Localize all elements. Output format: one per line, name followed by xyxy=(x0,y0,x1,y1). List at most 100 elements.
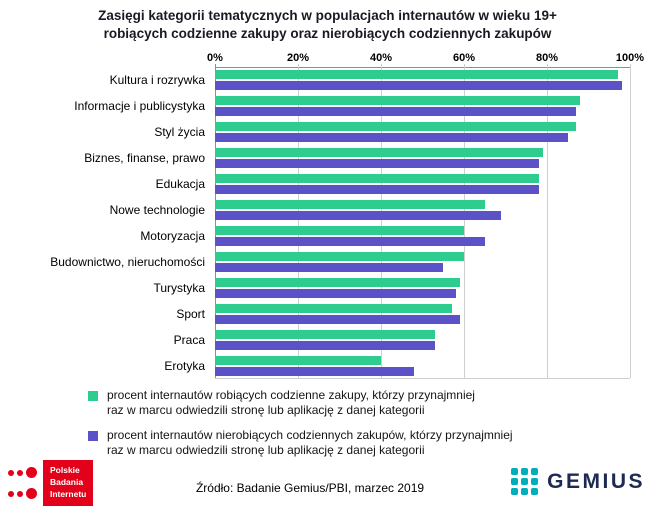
non-daily-shoppers-bar xyxy=(215,184,539,194)
legend: procent internautów robiących codzienne … xyxy=(88,388,625,459)
gemius-dot xyxy=(511,468,519,475)
bar-group xyxy=(215,275,630,301)
gridline xyxy=(298,63,299,378)
category-row: Turystyka xyxy=(0,275,655,301)
daily-shoppers-bar xyxy=(215,121,577,131)
gemius-dot xyxy=(531,478,539,485)
gridline xyxy=(547,63,548,378)
daily-shoppers-bar xyxy=(215,199,485,209)
y-axis-line xyxy=(215,63,216,378)
non-daily-shoppers-bar xyxy=(215,366,415,376)
category-row: Budownictwo, nieruchomości xyxy=(0,249,655,275)
gemius-wordmark: GEMIUS xyxy=(547,469,645,493)
gemius-dot xyxy=(521,478,529,485)
non-daily-shoppers-bar xyxy=(215,288,456,298)
bar-group xyxy=(215,67,630,93)
daily-shoppers-bar xyxy=(215,355,381,365)
pbi-logo-line1: Polskie xyxy=(50,465,80,476)
legend-item: procent internautów nierobiących codzien… xyxy=(88,428,625,459)
category-row: Kultura i rozrywka xyxy=(0,67,655,93)
tick-label: 40% xyxy=(369,51,393,64)
non-daily-shoppers-bar xyxy=(215,262,444,272)
tick-label: 60% xyxy=(452,51,476,64)
legend-swatch xyxy=(88,430,98,441)
category-label: Motoryzacja xyxy=(140,228,205,243)
category-label: Informacje i publicystyka xyxy=(74,98,205,113)
tick-label: 100% xyxy=(615,51,645,64)
gemius-logo: GEMIUS xyxy=(511,468,645,495)
pbi-logo-line3: Internetu xyxy=(50,489,87,500)
daily-shoppers-bar xyxy=(215,329,435,339)
pbi-dot xyxy=(8,469,14,476)
daily-shoppers-bar xyxy=(215,303,452,313)
pbi-logo-dots-icon xyxy=(8,460,37,506)
category-label: Praca xyxy=(173,332,205,347)
category-row: Nowe technologie xyxy=(0,197,655,223)
pbi-logo-text: Polskie Badania Internetu xyxy=(43,460,94,506)
pbi-dot-row xyxy=(8,488,37,500)
category-label: Budownictwo, nieruchomości xyxy=(50,254,205,269)
daily-shoppers-bar xyxy=(215,173,539,183)
bar-group xyxy=(215,197,630,223)
pbi-dot xyxy=(26,467,37,479)
daily-shoppers-bar xyxy=(215,277,460,287)
gemius-dot xyxy=(521,488,529,495)
gridline xyxy=(630,63,631,378)
legend-label: procent internautów robiących codzienne … xyxy=(107,387,475,418)
pbi-dot xyxy=(26,488,37,500)
source-text: Źródło: Badanie Gemius/PBI, marzec 2019 xyxy=(195,481,425,495)
pbi-dot-row xyxy=(8,467,37,479)
category-row: Sport xyxy=(0,301,655,327)
category-label: Edukacja xyxy=(155,176,205,191)
pbi-dot xyxy=(17,469,23,476)
category-label: Biznes, finanse, prawo xyxy=(84,150,205,165)
category-row: Informacje i publicystyka xyxy=(0,93,655,119)
category-row: Erotyka xyxy=(0,353,655,379)
gemius-dots-icon xyxy=(511,468,539,495)
tick-label: 0% xyxy=(207,51,223,64)
gridline xyxy=(464,63,465,378)
gemius-dot xyxy=(511,478,519,485)
daily-shoppers-bar xyxy=(215,251,464,261)
legend-item: procent internautów robiących codzienne … xyxy=(88,388,625,419)
category-label: Nowe technologie xyxy=(109,202,205,217)
category-label: Turystyka xyxy=(153,280,205,295)
gemius-dot xyxy=(511,488,519,495)
non-daily-shoppers-bar xyxy=(215,80,622,90)
gemius-dot xyxy=(531,468,539,475)
bar-group xyxy=(215,301,630,327)
rows: Kultura i rozrywka Informacje i publicyst… xyxy=(0,67,655,379)
bar-group xyxy=(215,223,630,249)
category-label: Kultura i rozrywka xyxy=(109,72,205,87)
grid-layer xyxy=(215,63,631,379)
category-row: Styl życia xyxy=(0,119,655,145)
tick-label: 20% xyxy=(286,51,310,64)
chart: 0% 20% 40% 60% 80% 100% Kultura i rozrywka Inf… xyxy=(0,50,655,379)
non-daily-shoppers-bar xyxy=(215,340,435,350)
tick-label: 80% xyxy=(535,51,559,64)
bar-group xyxy=(215,327,630,353)
non-daily-shoppers-bar xyxy=(215,158,539,168)
daily-shoppers-bar xyxy=(215,95,581,105)
pbi-logo-line2: Badania xyxy=(50,477,84,488)
category-row: Motoryzacja xyxy=(0,223,655,249)
legend-label: procent internautów nierobiących codzien… xyxy=(107,427,513,458)
daily-shoppers-bar xyxy=(215,69,618,79)
legend-swatch xyxy=(88,390,98,401)
non-daily-shoppers-bar xyxy=(215,314,460,324)
gridline xyxy=(381,63,382,378)
pbi-dot xyxy=(17,490,23,497)
category-row: Edukacja xyxy=(0,171,655,197)
non-daily-shoppers-bar xyxy=(215,132,568,142)
category-label: Styl życia xyxy=(154,124,205,139)
pbi-dot xyxy=(8,490,14,497)
category-label: Erotyka xyxy=(164,358,205,373)
category-label: Sport xyxy=(176,306,205,321)
gemius-dot xyxy=(531,488,539,495)
gemius-dot xyxy=(521,468,529,475)
bar-group xyxy=(215,93,630,119)
bar-group xyxy=(215,249,630,275)
daily-shoppers-bar xyxy=(215,147,543,157)
chart-title-line1: Zasięgi kategorii tematycznych w populac… xyxy=(98,8,557,23)
